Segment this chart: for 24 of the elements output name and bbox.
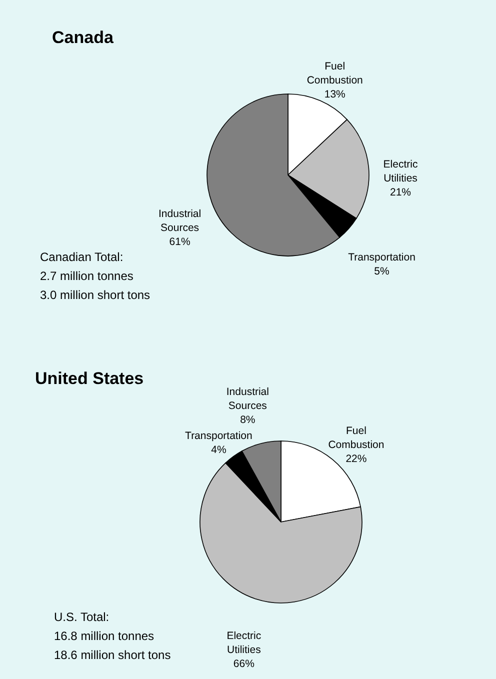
slice-label: Electric Utilities xyxy=(226,630,262,656)
data-label: 5% xyxy=(374,266,390,278)
text: 2.7 million tonnes xyxy=(40,269,134,283)
data-label: 66% xyxy=(233,658,254,670)
data-label: 21% xyxy=(390,186,412,198)
slice-label: Industrial Sources xyxy=(226,386,269,412)
chart-title: United States xyxy=(35,369,144,388)
slice-label: Fuel Combustion xyxy=(306,60,364,87)
slice-label: Transportation xyxy=(185,430,253,442)
text: U.S. Total: xyxy=(54,610,110,624)
data-label: 8% xyxy=(240,414,256,426)
slice-label: Electric Utilities xyxy=(383,158,418,184)
data-label: 13% xyxy=(324,88,346,101)
slice-label: Industrial Sources xyxy=(158,208,202,234)
slice-label: Transportation xyxy=(348,252,416,264)
text: Canadian Total: xyxy=(40,250,124,264)
text: 3.0 million short tons xyxy=(40,288,150,302)
data-label: 4% xyxy=(211,444,226,456)
chart-title: Canada xyxy=(52,28,114,47)
data-label: 61% xyxy=(169,236,190,248)
data-label: 22% xyxy=(346,453,367,466)
text: 16.8 million tonnes xyxy=(54,629,154,643)
slice-label: Fuel Combustion xyxy=(328,425,384,452)
text: 18.6 million short tons xyxy=(54,648,171,662)
